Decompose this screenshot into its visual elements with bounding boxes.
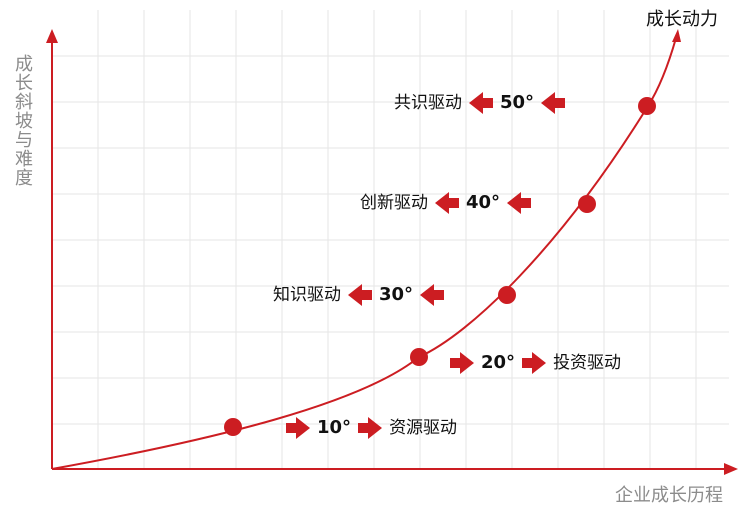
stage-group-innovation: 创新驱动 40° — [360, 192, 532, 214]
arrow-right-icon — [286, 417, 310, 439]
stage-name: 资源驱动 — [389, 417, 458, 438]
milestone-dot-3 — [498, 286, 516, 304]
arrow-left-icon — [541, 92, 566, 114]
y-axis-label: 成长斜坡与难度 — [12, 54, 33, 187]
stage-name: 知识驱动 — [273, 284, 341, 305]
milestone-dot-2 — [410, 348, 428, 366]
stage-angle: 30° — [379, 284, 414, 305]
arrow-left-icon — [348, 284, 372, 306]
stage-angle: 10° — [317, 417, 352, 438]
milestone-dot-4 — [578, 195, 596, 213]
y-axis-arrowhead — [46, 29, 58, 43]
stage-name: 投资驱动 — [553, 352, 622, 373]
stage-name: 创新驱动 — [360, 192, 428, 213]
curve-label: 成长动力 — [646, 9, 718, 30]
arrow-left-icon — [420, 284, 445, 306]
stage-angle: 50° — [500, 92, 535, 113]
stage-group-consensus: 共识驱动 50° — [394, 92, 566, 114]
stage-group-resource: 10° 资源驱动 — [286, 417, 457, 439]
x-axis-arrowhead — [724, 463, 738, 475]
arrow-left-icon — [435, 192, 459, 214]
curve-arrowhead — [672, 29, 681, 42]
stage-angle: 20° — [481, 352, 516, 373]
arrow-right-icon — [358, 417, 383, 439]
stage-name: 共识驱动 — [394, 92, 462, 113]
milestone-dot-1 — [224, 418, 242, 436]
growth-curve — [51, 37, 677, 470]
arrow-right-icon — [522, 352, 547, 374]
arrow-left-icon — [507, 192, 532, 214]
arrow-left-icon — [469, 92, 493, 114]
stage-group-investment: 20° 投资驱动 — [450, 352, 621, 374]
stage-group-knowledge: 知识驱动 30° — [273, 284, 445, 306]
stage-angle: 40° — [466, 192, 501, 213]
milestone-dot-5 — [638, 97, 656, 115]
arrow-right-icon — [450, 352, 474, 374]
background-grid — [52, 10, 729, 469]
x-axis-label: 企业成长历程 — [615, 485, 723, 506]
